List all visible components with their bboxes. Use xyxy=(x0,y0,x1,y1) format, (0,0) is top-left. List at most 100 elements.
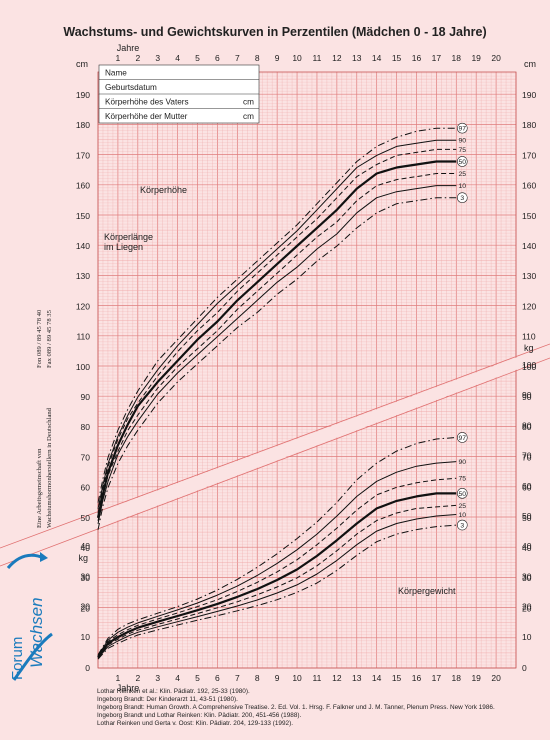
separator-line-upper xyxy=(0,343,550,549)
side-org-line2: Wachstumshormonherstellern in Deutschlan… xyxy=(46,408,53,528)
x-tick-bottom: 11 xyxy=(313,673,322,683)
plot-frame xyxy=(97,71,517,669)
x-axis-label-top: Jahre xyxy=(117,43,140,53)
weight-p75-line xyxy=(97,477,457,657)
x-tick-bottom: 17 xyxy=(432,673,442,683)
logo-text-wachsen: Wachsen xyxy=(27,597,46,668)
x-tick-top: 14 xyxy=(372,53,382,63)
y-tick-cm-left: 160 xyxy=(76,181,90,191)
y-unit-cm-right: cm xyxy=(524,59,536,69)
height-p10-line xyxy=(97,185,457,525)
weight-p50-label: 50 xyxy=(459,491,467,498)
percentile-curves: 97 90 75 50 25 10 3 97 90 75 50 25 10 3 xyxy=(96,122,468,660)
y-tick-cm-right: 40 xyxy=(522,543,532,553)
height-p50-circle xyxy=(456,156,468,167)
side-fax: Fax 089 / 89 45 78 35 xyxy=(46,310,53,368)
y-tick-cm-left: 170 xyxy=(76,150,90,160)
reference-2: Ingeborg Brandt: Der Kinderarzt 11, 43-5… xyxy=(97,695,238,703)
x-tick-bottom: 4 xyxy=(175,673,180,683)
weight-p90-line xyxy=(97,461,457,657)
label-height: Körperhöhe xyxy=(140,185,187,195)
y-tick-cm-left: 100 xyxy=(76,362,90,372)
weight-p25-line xyxy=(97,504,457,658)
y-tick-kg-right: 80 xyxy=(522,420,532,430)
y-tick-cm-left: 130 xyxy=(76,271,90,281)
y-tick-kg-left: 10 xyxy=(81,632,91,642)
x-tick-top: 1 xyxy=(116,53,121,63)
x-tick-bottom: 2 xyxy=(135,673,140,683)
y-tick-kg-right: 100 xyxy=(522,360,536,370)
y-tick-cm-right: 110 xyxy=(522,332,536,342)
height-p90-line xyxy=(97,139,457,509)
y-tick-kg-right: 30 xyxy=(522,571,532,581)
x-tick-top: 3 xyxy=(155,53,160,63)
chart-axes: 1122334455667788991010111112121313141415… xyxy=(76,43,537,693)
height-p3-line xyxy=(97,197,457,531)
weight-p3-label: 3 xyxy=(460,522,464,529)
y-tick-zero-left: 0 xyxy=(85,663,90,673)
y-tick-kg-left: 20 xyxy=(81,602,91,612)
y-tick-cm-left: 180 xyxy=(76,120,90,130)
x-tick-top: 19 xyxy=(471,53,481,63)
x-tick-bottom: 9 xyxy=(275,673,280,683)
x-tick-bottom: 14 xyxy=(372,673,382,683)
y-tick-cm-left: 120 xyxy=(76,301,90,311)
chart-separators xyxy=(0,343,550,567)
y-tick-kg-right: 60 xyxy=(522,481,532,491)
x-tick-top: 7 xyxy=(235,53,240,63)
x-tick-top: 11 xyxy=(313,53,322,63)
weight-p90-label: 90 xyxy=(459,459,467,466)
y-tick-kg-left: 40 xyxy=(81,541,91,551)
y-tick-cm-left: 140 xyxy=(76,241,90,251)
x-tick-bottom: 19 xyxy=(471,673,481,683)
y-tick-cm-right: 120 xyxy=(522,301,536,311)
y-tick-cm-right: 140 xyxy=(522,241,536,251)
reference-4: Ingeborg Brandt und Lothar Reinken: Klin… xyxy=(97,711,302,719)
y-tick-kg-right: 50 xyxy=(522,511,532,521)
y-tick-cm-right: 100 xyxy=(522,362,536,372)
reference-3: Ingeborg Brandt: Human Growth. A Compreh… xyxy=(97,703,495,711)
y-tick-kg-left: 30 xyxy=(81,571,91,581)
y-tick-cm-right: 80 xyxy=(522,422,532,432)
y-tick-cm-left: 50 xyxy=(81,513,91,523)
height-p97-label: 97 xyxy=(459,126,467,133)
y-tick-kg-right: 90 xyxy=(522,390,532,400)
y-tick-cm-right: 30 xyxy=(522,573,532,583)
side-phone: Fon 089 / 89 45 78 40 xyxy=(36,309,43,368)
x-tick-bottom: 12 xyxy=(332,673,342,683)
form-unit: cm xyxy=(243,98,254,107)
page-title: Wachstums- und Gewichtskurven in Perzent… xyxy=(63,25,487,39)
reference-5: Lothar Reinken und Gerta v. Oost: Klin. … xyxy=(97,719,293,727)
weight-p97-line xyxy=(97,437,457,656)
x-tick-top: 17 xyxy=(432,53,442,63)
y-tick-cm-right: 20 xyxy=(522,603,532,613)
y-tick-cm-right: 150 xyxy=(522,211,536,221)
y-tick-cm-left: 110 xyxy=(76,332,90,342)
x-tick-bottom: 7 xyxy=(235,673,240,683)
height-p75-label: 75 xyxy=(459,147,467,154)
x-tick-top: 18 xyxy=(452,53,462,63)
x-tick-bottom: 1 xyxy=(116,673,121,683)
x-tick-top: 20 xyxy=(491,53,501,63)
x-tick-top: 9 xyxy=(275,53,280,63)
x-tick-top: 2 xyxy=(135,53,140,63)
label-length-2: im Liegen xyxy=(104,242,143,252)
x-tick-bottom: 3 xyxy=(155,673,160,683)
y-tick-zero-right: 0 xyxy=(522,663,527,673)
y-tick-cm-right: 70 xyxy=(522,452,532,462)
weight-p97-label: 97 xyxy=(459,435,467,442)
x-tick-bottom: 10 xyxy=(292,673,302,683)
height-p10-label: 10 xyxy=(459,183,467,190)
x-tick-top: 4 xyxy=(175,53,180,63)
y-tick-cm-right: 90 xyxy=(522,392,532,402)
y-tick-cm-left: 60 xyxy=(81,483,91,493)
label-weight: Körpergewicht xyxy=(398,586,456,596)
logo-text-forum: Forum xyxy=(9,637,26,680)
side-org-line1: Eine Arbeitsgemeinschaft von xyxy=(36,448,43,528)
x-tick-bottom: 8 xyxy=(255,673,260,683)
y-tick-cm-right: 50 xyxy=(522,513,532,523)
label-length-1: Körperlänge xyxy=(104,232,153,242)
x-tick-top: 15 xyxy=(392,53,402,63)
